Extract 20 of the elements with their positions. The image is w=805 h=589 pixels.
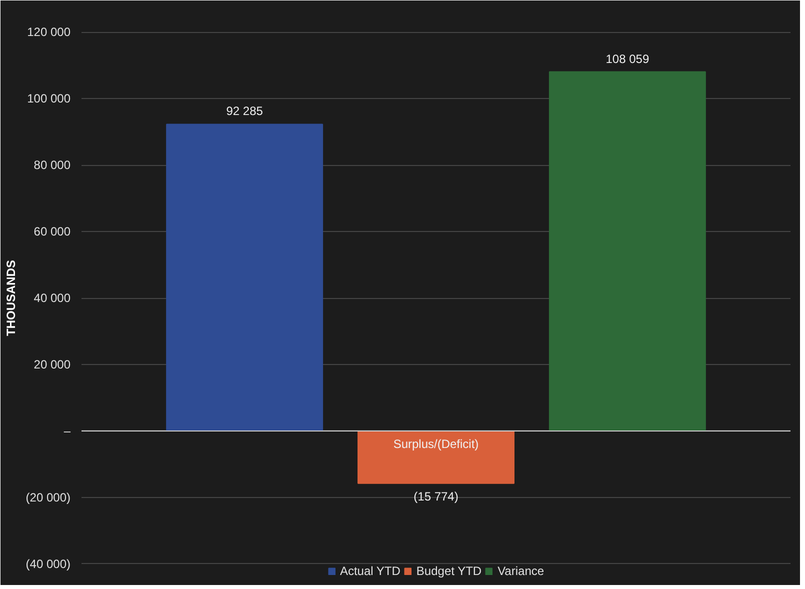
y-tick-label: 100 000 xyxy=(27,92,71,106)
y-tick-label: 120 000 xyxy=(27,25,71,40)
y-tick-label: – xyxy=(64,424,71,438)
y-tick-label: (40 000) xyxy=(26,556,71,571)
y-axis-title: THOUSANDS xyxy=(4,260,18,336)
bar xyxy=(358,430,514,484)
data-label: 108 059 xyxy=(606,52,650,66)
bar xyxy=(166,124,324,432)
y-tick-label: 40 000 xyxy=(34,291,71,305)
x-tick-label: Surplus/(Deficit) xyxy=(393,436,479,451)
legend-label: Budget YTD xyxy=(416,564,482,578)
bar xyxy=(548,71,706,432)
legend-label: Variance xyxy=(498,564,544,578)
data-label: 92 285 xyxy=(226,104,264,118)
legend-label: Actual YTD xyxy=(340,564,400,578)
y-tick-label: 80 000 xyxy=(34,158,71,172)
data-label: (15 774) xyxy=(414,489,458,504)
y-tick-label: 60 000 xyxy=(34,224,71,239)
y-tick-label: 20 000 xyxy=(34,357,71,372)
y-tick-label: (20 000) xyxy=(26,490,71,504)
